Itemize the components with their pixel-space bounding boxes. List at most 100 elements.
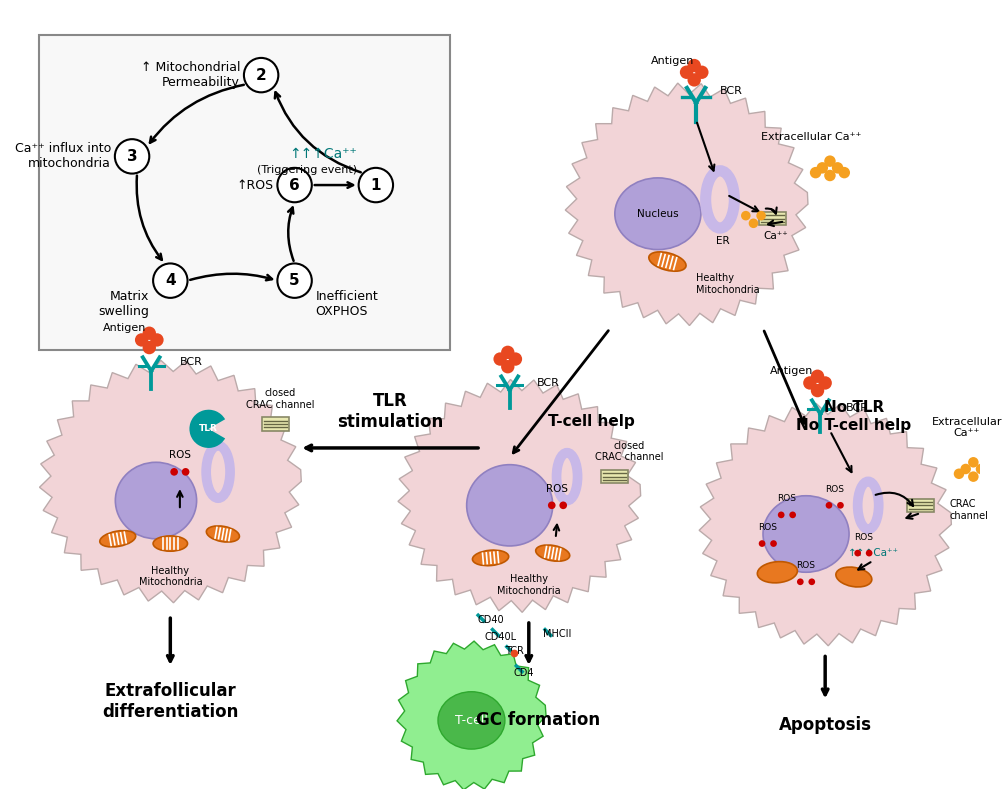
Text: Healthy
Mitochondria: Healthy Mitochondria	[497, 574, 561, 596]
Text: TLR: TLR	[199, 424, 218, 433]
Text: 2: 2	[256, 68, 267, 82]
Circle shape	[771, 540, 777, 547]
Circle shape	[839, 167, 850, 178]
Text: Ca⁺⁺: Ca⁺⁺	[764, 231, 788, 241]
Text: Antigen: Antigen	[770, 366, 814, 376]
Circle shape	[142, 327, 156, 340]
Circle shape	[811, 384, 825, 397]
Circle shape	[501, 360, 514, 374]
Circle shape	[982, 469, 993, 479]
Circle shape	[493, 353, 507, 366]
Text: closed
CRAC channel: closed CRAC channel	[595, 441, 663, 462]
Circle shape	[804, 376, 817, 390]
Text: BCR: BCR	[536, 378, 559, 388]
Text: MHCII: MHCII	[543, 629, 572, 639]
Text: ↑ROS: ↑ROS	[236, 178, 274, 191]
Text: CD40L: CD40L	[484, 632, 516, 642]
Circle shape	[778, 512, 785, 518]
Text: T-cell: T-cell	[455, 714, 488, 727]
Polygon shape	[397, 641, 546, 790]
Circle shape	[741, 211, 750, 220]
Text: BCR: BCR	[180, 357, 202, 367]
Ellipse shape	[467, 465, 553, 546]
Text: ROS: ROS	[778, 495, 797, 504]
Ellipse shape	[615, 178, 700, 249]
Wedge shape	[189, 410, 225, 448]
Circle shape	[679, 65, 693, 79]
Text: Nucleus: Nucleus	[637, 209, 678, 219]
Text: Healthy
Mitochondria: Healthy Mitochondria	[696, 273, 760, 295]
Text: Extracellular
Ca⁺⁺: Extracellular Ca⁺⁺	[932, 416, 1002, 438]
Ellipse shape	[115, 462, 196, 539]
Text: 1: 1	[371, 178, 381, 193]
Ellipse shape	[836, 567, 872, 587]
Polygon shape	[39, 360, 302, 603]
Polygon shape	[398, 379, 640, 613]
Text: ↑↑↑Ca⁺⁺: ↑↑↑Ca⁺⁺	[848, 548, 899, 558]
Text: closed
CRAC channel: closed CRAC channel	[246, 388, 315, 410]
Circle shape	[243, 58, 279, 92]
Circle shape	[826, 502, 833, 508]
Text: CRAC
channel: CRAC channel	[950, 500, 988, 521]
Polygon shape	[565, 83, 808, 325]
Circle shape	[810, 167, 822, 178]
Text: Inefficient
OXPHOS: Inefficient OXPHOS	[316, 291, 379, 318]
Text: (Triggering event): (Triggering event)	[257, 165, 357, 175]
Circle shape	[278, 263, 312, 298]
Text: BCR: BCR	[720, 86, 742, 96]
Circle shape	[809, 579, 816, 585]
Ellipse shape	[206, 526, 239, 542]
Circle shape	[811, 370, 825, 383]
Circle shape	[278, 168, 312, 203]
Circle shape	[832, 162, 844, 174]
Circle shape	[817, 162, 828, 174]
Ellipse shape	[100, 531, 135, 547]
Circle shape	[548, 501, 555, 509]
Text: ROS: ROS	[546, 484, 568, 494]
Ellipse shape	[473, 550, 509, 566]
Circle shape	[501, 345, 514, 359]
Circle shape	[757, 211, 766, 220]
Circle shape	[837, 502, 844, 508]
Circle shape	[819, 376, 832, 390]
Circle shape	[759, 540, 766, 547]
Text: CD40: CD40	[477, 615, 504, 625]
Text: Antigen: Antigen	[103, 324, 146, 333]
Polygon shape	[699, 404, 951, 646]
Circle shape	[509, 353, 522, 366]
Ellipse shape	[536, 545, 570, 561]
Text: 5: 5	[290, 273, 300, 288]
Circle shape	[954, 469, 964, 479]
Circle shape	[825, 156, 836, 167]
Text: ROS: ROS	[759, 523, 778, 532]
Ellipse shape	[758, 562, 798, 583]
Text: GC formation: GC formation	[476, 711, 600, 729]
Bar	[908, 499, 934, 512]
Circle shape	[961, 464, 971, 475]
Text: TLR
stimulation: TLR stimulation	[337, 392, 443, 431]
Circle shape	[559, 501, 567, 509]
Circle shape	[748, 219, 759, 228]
Circle shape	[855, 550, 861, 557]
Text: ROS: ROS	[854, 533, 873, 541]
Text: BCR: BCR	[847, 403, 869, 413]
Bar	[601, 470, 628, 483]
Circle shape	[695, 65, 708, 79]
Circle shape	[115, 139, 149, 174]
Text: CD4: CD4	[514, 667, 534, 678]
Text: TCR: TCR	[505, 646, 524, 655]
Circle shape	[170, 468, 178, 475]
Ellipse shape	[649, 252, 686, 271]
Ellipse shape	[153, 536, 187, 551]
Text: ROS: ROS	[826, 485, 845, 494]
Circle shape	[359, 168, 393, 203]
Ellipse shape	[438, 692, 505, 749]
Text: Extrafollicular
differentiation: Extrafollicular differentiation	[102, 682, 238, 721]
Text: 3: 3	[127, 148, 137, 164]
Text: 6: 6	[290, 178, 300, 193]
Text: ROS: ROS	[797, 562, 816, 571]
Circle shape	[968, 457, 979, 467]
Circle shape	[687, 73, 700, 86]
Text: ↑↑↑Ca⁺⁺: ↑↑↑Ca⁺⁺	[289, 147, 357, 161]
Circle shape	[790, 512, 796, 518]
